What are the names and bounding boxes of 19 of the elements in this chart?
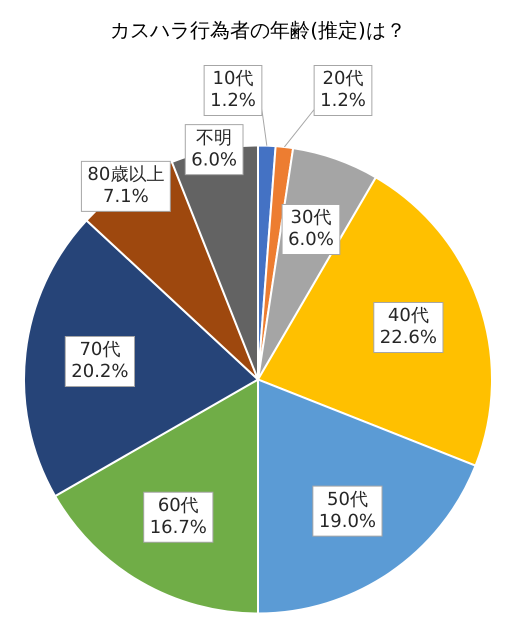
slice-label: 70代 <box>79 339 120 360</box>
data-label: 16.7% <box>150 516 207 538</box>
slice-label: 10代 <box>212 68 254 90</box>
data-label: 19.0% <box>318 510 376 532</box>
slice-label: 60代 <box>158 494 199 516</box>
data-label: 6.0% <box>288 229 334 250</box>
data-label: 1.2% <box>320 90 366 112</box>
slice-label: 80歳以上 <box>87 164 164 186</box>
data-label: 22.6% <box>380 327 437 348</box>
slice-label: 不明 <box>196 127 232 148</box>
chart-title: カスハラ行為者の年齢(推定)は？ <box>110 18 406 42</box>
data-label: 6.0% <box>191 149 238 170</box>
slice-label: 20代 <box>322 68 364 90</box>
data-label: 7.1% <box>103 186 149 208</box>
data-label: 1.2% <box>210 90 256 112</box>
slice-label: 30代 <box>290 207 332 228</box>
slice-label: 40代 <box>388 305 429 326</box>
data-label: 20.2% <box>71 361 128 382</box>
slice-label: 50代 <box>326 488 368 510</box>
